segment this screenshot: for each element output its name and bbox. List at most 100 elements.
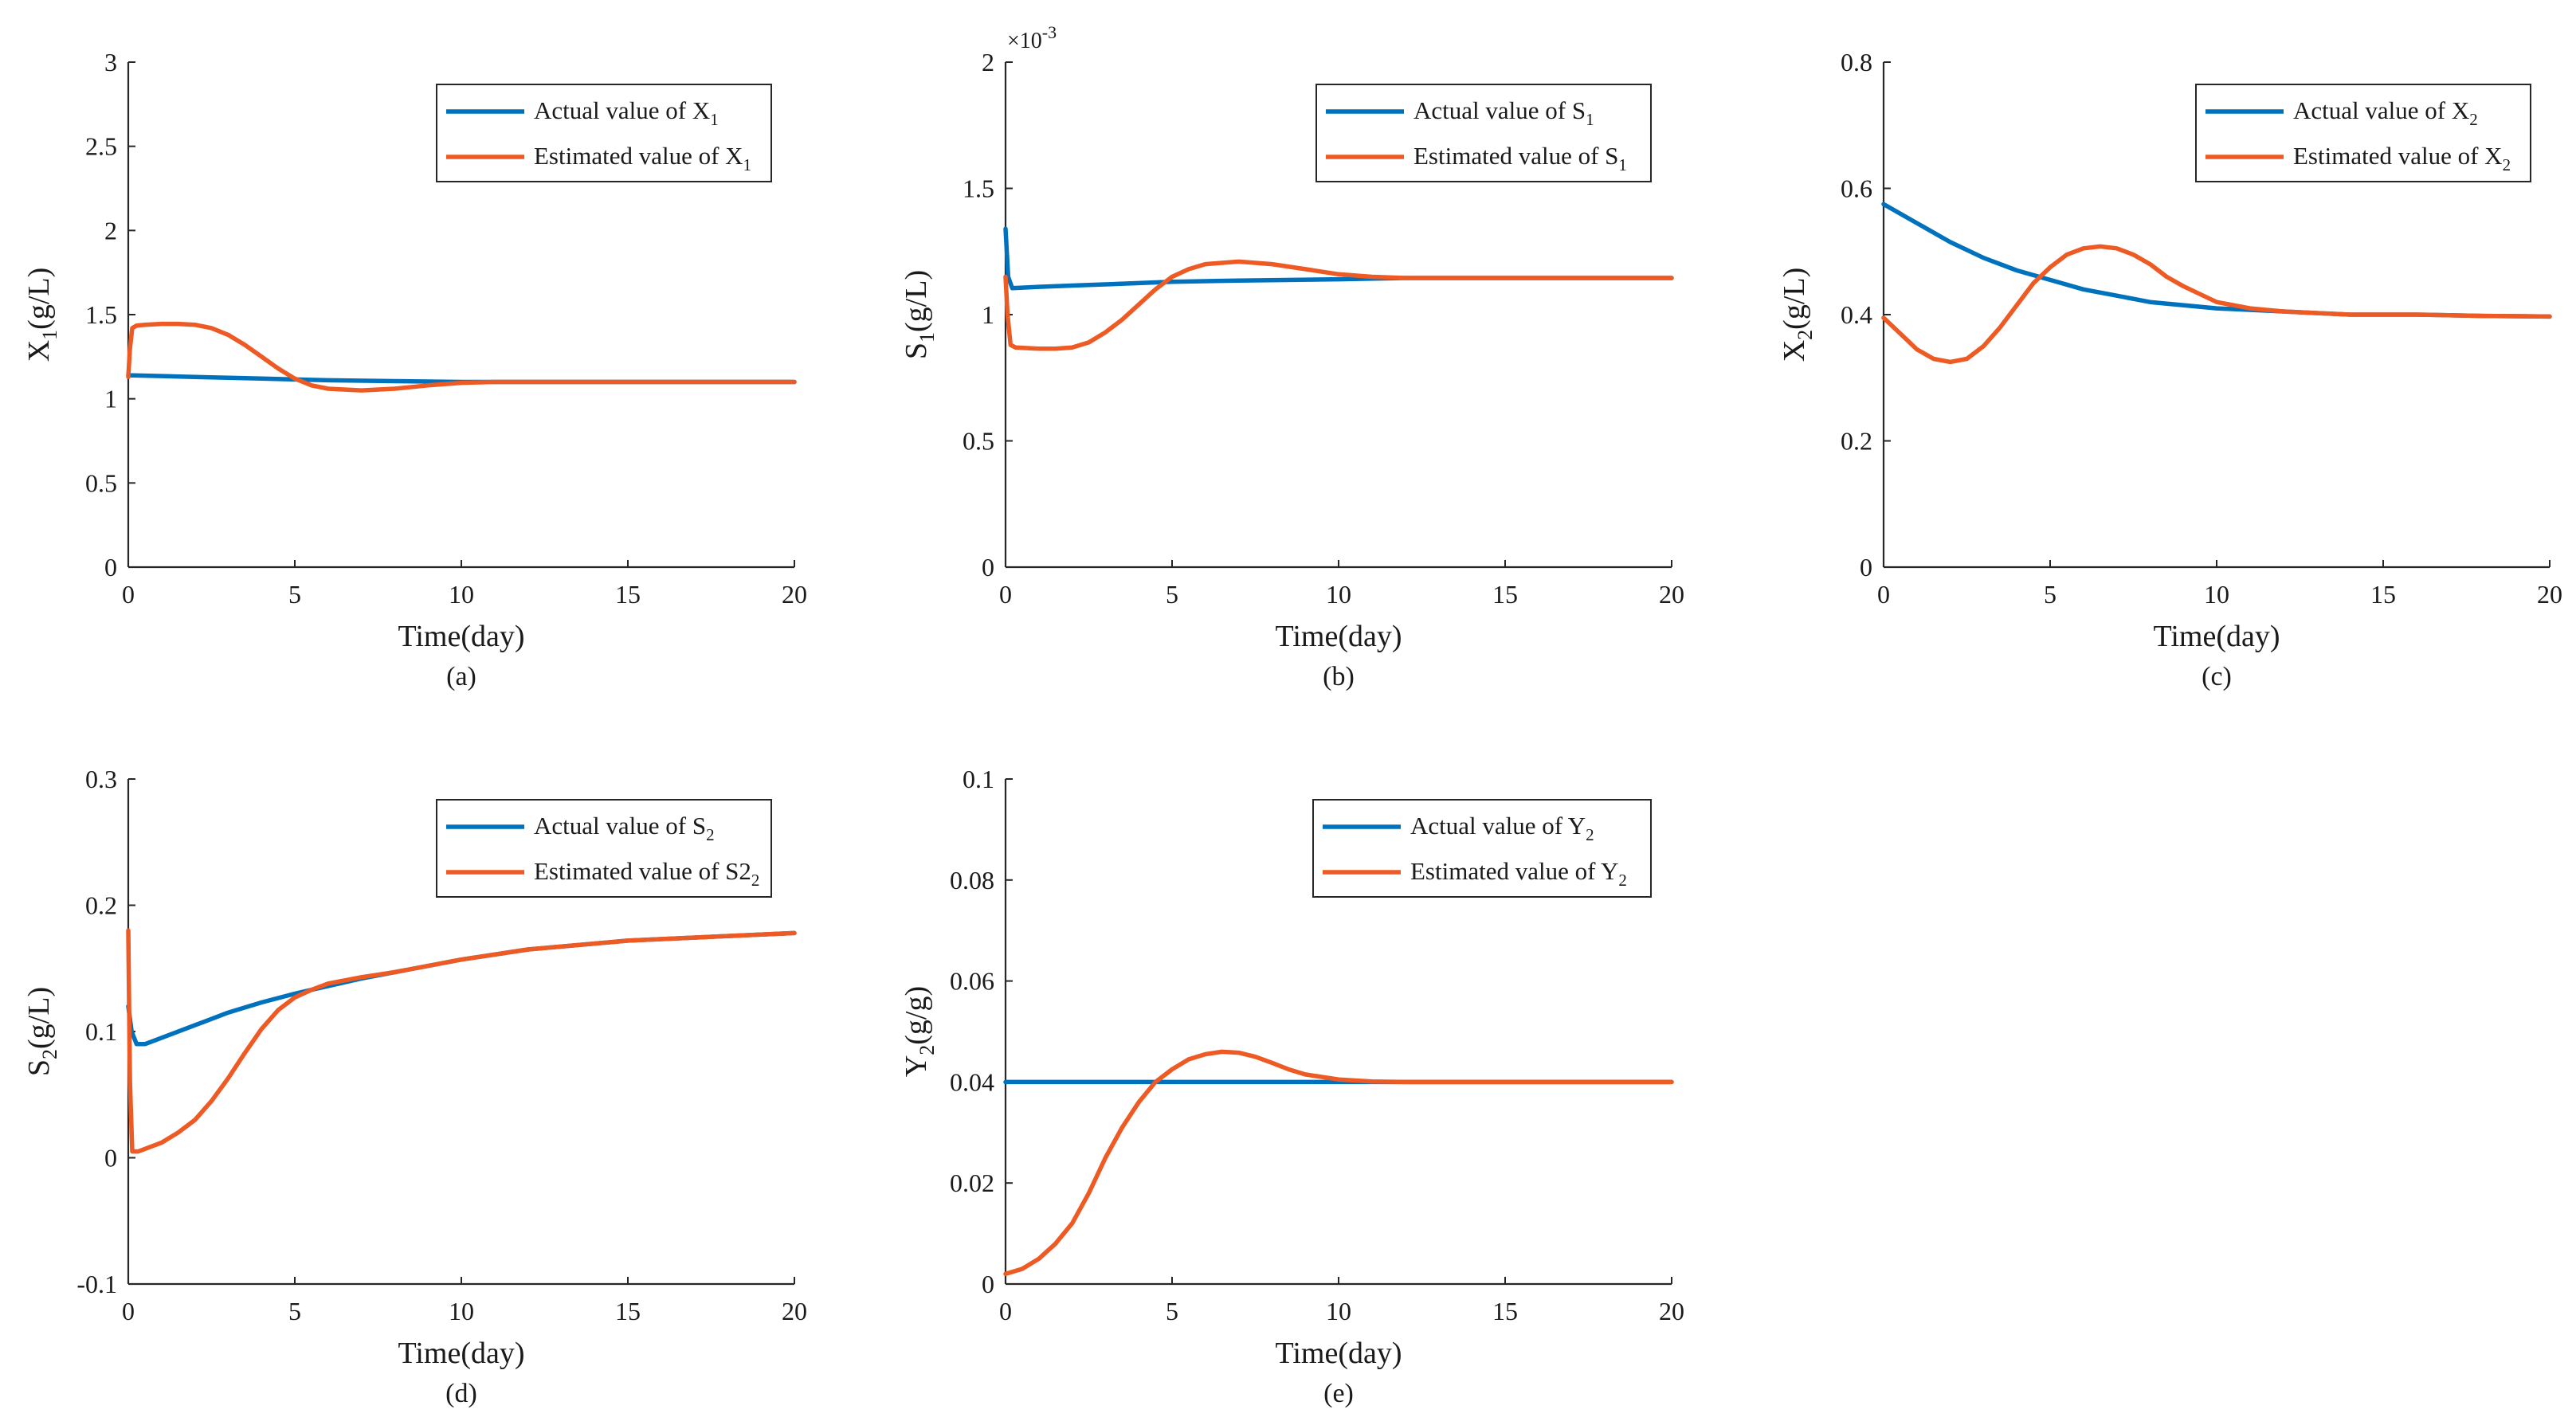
series-line-estimated [126, 928, 797, 1154]
x-tick-label: 10 [449, 580, 474, 609]
y-tick-label: 0 [982, 553, 994, 581]
x-tick-label: 5 [2044, 580, 2056, 609]
x-tick-label: 10 [449, 1297, 474, 1325]
y-tick-label: 0.8 [1841, 48, 1872, 76]
y-tick-label: 0.04 [950, 1067, 994, 1096]
y-tick-label: 0 [104, 553, 117, 581]
y-tick-label: 1.5 [963, 174, 994, 203]
legend: Actual value of Y2 Estimated value of Y2 [1312, 799, 1652, 898]
y-tick-label: 1.5 [85, 300, 117, 329]
series-line-estimated [126, 321, 797, 393]
x-tick-label: 20 [782, 1297, 807, 1325]
y-tick-label: 0.6 [1841, 174, 1872, 203]
y-tick-label: 0.2 [85, 891, 117, 920]
x-tick-label: 10 [1326, 580, 1351, 609]
y-tick-label: 0 [1860, 553, 1872, 581]
y-tick-label: 0.02 [950, 1169, 994, 1197]
series-line-estimated [1003, 259, 1674, 351]
legend: Actual value of S1 Estimated value of S1 [1315, 84, 1652, 182]
legend-entry-label: Actual value of X2 [2293, 96, 2478, 129]
x-axis-label: Time(day) [1275, 1337, 1402, 1370]
y-axis-label: Y2(g/g) [900, 986, 939, 1077]
x-axis-label: Time(day) [398, 620, 524, 653]
x-tick-label: 15 [1492, 1297, 1518, 1325]
legend-box [436, 84, 772, 182]
legend-box [1315, 84, 1652, 182]
x-tick-label: 0 [1877, 580, 1890, 609]
panel-label: (d) [445, 1379, 477, 1408]
series-line-estimated [1881, 244, 2552, 365]
x-tick-label: 0 [122, 1297, 135, 1325]
x-axis-label: Time(day) [398, 1337, 524, 1370]
x-tick-label: 20 [2537, 580, 2562, 609]
legend: Actual value of S2 Estimated value of S22 [436, 799, 772, 898]
legend-box [1312, 799, 1652, 898]
x-tick-label: 15 [2370, 580, 2396, 609]
y-tick-label: -0.1 [76, 1270, 117, 1298]
legend-entry-label: Estimated value of S1 [1413, 142, 1627, 174]
panel-label: (c) [2202, 662, 2232, 691]
y-tick-label: 0.08 [950, 866, 994, 895]
legend-box [2195, 84, 2531, 182]
y-tick-label: 0.5 [85, 468, 117, 497]
legend-entry-label: Estimated value of Y2 [1410, 857, 1627, 890]
y-axis-label: X1(g/L) [22, 268, 61, 362]
y-tick-label: 1 [982, 300, 994, 329]
legend: Actual value of X2 Estimated value of X2 [2195, 84, 2531, 182]
x-tick-label: 0 [999, 580, 1012, 609]
y-tick-label: 3 [104, 48, 117, 76]
y-tick-label: 0 [104, 1144, 117, 1172]
x-tick-label: 0 [999, 1297, 1012, 1325]
legend-entry-label: Actual value of X1 [534, 96, 719, 129]
y-tick-label: 0.06 [950, 967, 994, 996]
y-tick-label: 0.5 [963, 427, 994, 456]
x-tick-label: 5 [288, 580, 301, 609]
chart-panel-e: 0 5 10 15 20 0 0.02 0.04 0.06 0.08 0.1 Time(day) Y2(… [900, 765, 1684, 1408]
legend-entry-label: Estimated value of X2 [2293, 142, 2511, 174]
x-tick-label: 10 [1326, 1297, 1351, 1325]
panel-label: (b) [1323, 662, 1355, 691]
y-axis-label: X2(g/L) [1778, 268, 1817, 362]
y-tick-label: 1 [104, 385, 117, 413]
chart-panel-d: 0 5 10 15 20-0.100.10.20.3Time(day)S2(g/L)Ac… [22, 765, 807, 1408]
chart-panel-a: 0 5 10 15 20 0 0.5 1 1.5 2 2.5 3 Time(day) X1(g/L) Act… [22, 48, 807, 691]
x-tick-label: 5 [1166, 580, 1178, 609]
x-axis-label: Time(day) [2153, 620, 2280, 653]
x-tick-label: 15 [615, 1297, 641, 1325]
legend: Actual value of X1 Estimated value of X1 [436, 84, 772, 182]
axis-exponent-label: ×10-3 [1007, 22, 1057, 53]
y-axis-label: S2(g/L) [22, 987, 61, 1076]
y-tick-label: 0.3 [85, 765, 117, 793]
x-tick-label: 5 [1166, 1297, 1178, 1325]
x-tick-label: 5 [288, 1297, 301, 1325]
y-tick-label: 0 [982, 1270, 994, 1298]
legend-entry-label: Estimated value of S22 [534, 857, 759, 890]
y-tick-label: 2.5 [85, 132, 117, 161]
x-tick-label: 20 [1659, 580, 1684, 609]
series-line-actual [126, 930, 797, 1047]
x-tick-label: 10 [2204, 580, 2229, 609]
y-tick-label: 2 [104, 216, 117, 245]
y-axis-label: S1(g/L) [900, 270, 939, 359]
legend-entry-label: Estimated value of X1 [534, 142, 751, 174]
legend-box [436, 799, 772, 898]
panel-label: (e) [1323, 1379, 1354, 1408]
y-tick-label: 0.1 [85, 1017, 117, 1046]
x-tick-label: 20 [782, 580, 807, 609]
x-tick-label: 15 [615, 580, 641, 609]
legend-entry-label: Actual value of S2 [534, 812, 715, 844]
panel-label: (a) [446, 662, 476, 691]
legend-entry-label: Actual value of Y2 [1410, 812, 1594, 844]
x-tick-label: 20 [1659, 1297, 1684, 1325]
chart-panel-b: 0 5 10 15 20 0 0.5 1 1.5 2 ×10-3 Time(day) S1(g/L) Ac… [900, 22, 1684, 691]
y-tick-label: 0.2 [1841, 427, 1872, 456]
chart-panel-c: 0 5 10 15 20 0 0.2 0.4 0.6 0.8 Time(day) X2(g/L) Act… [1778, 48, 2562, 691]
y-tick-label: 0.1 [963, 765, 994, 793]
series-line-estimated [1003, 1049, 1674, 1277]
y-tick-label: 2 [982, 48, 994, 76]
y-tick-label: 0.4 [1841, 300, 1872, 329]
x-tick-label: 15 [1492, 580, 1518, 609]
x-tick-label: 0 [122, 580, 135, 609]
x-axis-label: Time(day) [1275, 620, 1402, 653]
